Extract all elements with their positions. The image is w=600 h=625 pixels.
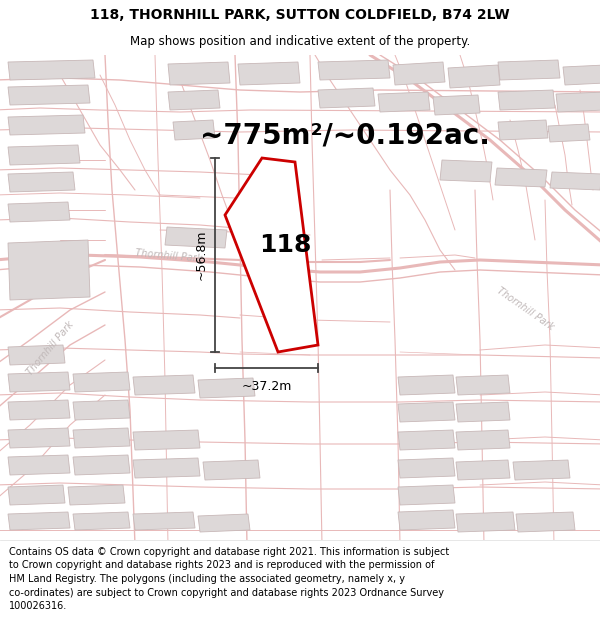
Polygon shape	[456, 460, 510, 480]
Text: Thornhill Park: Thornhill Park	[495, 285, 556, 332]
Polygon shape	[133, 430, 200, 450]
Text: 118: 118	[259, 233, 311, 257]
Polygon shape	[456, 402, 510, 422]
Polygon shape	[8, 400, 70, 420]
Text: Map shows position and indicative extent of the property.: Map shows position and indicative extent…	[130, 35, 470, 48]
Polygon shape	[318, 60, 390, 80]
Polygon shape	[168, 90, 220, 110]
Polygon shape	[8, 115, 85, 135]
Polygon shape	[513, 460, 570, 480]
Polygon shape	[198, 378, 255, 398]
Polygon shape	[238, 62, 300, 85]
Polygon shape	[378, 92, 430, 112]
Polygon shape	[68, 485, 125, 505]
Polygon shape	[498, 60, 560, 80]
Text: ~775m²/~0.192ac.: ~775m²/~0.192ac.	[200, 121, 490, 149]
Polygon shape	[133, 512, 195, 530]
Polygon shape	[8, 145, 80, 165]
Polygon shape	[563, 65, 600, 85]
Polygon shape	[8, 428, 70, 448]
Polygon shape	[203, 460, 260, 480]
Polygon shape	[448, 65, 500, 88]
Polygon shape	[240, 233, 302, 252]
Polygon shape	[433, 95, 480, 115]
Polygon shape	[168, 62, 230, 85]
Polygon shape	[398, 402, 455, 422]
Polygon shape	[498, 120, 548, 140]
Text: Contains OS data © Crown copyright and database right 2021. This information is : Contains OS data © Crown copyright and d…	[9, 547, 449, 611]
Polygon shape	[73, 428, 130, 448]
Polygon shape	[225, 158, 318, 352]
Polygon shape	[165, 227, 227, 248]
Polygon shape	[8, 455, 70, 475]
Polygon shape	[245, 203, 297, 222]
Text: 118, THORNHILL PARK, SUTTON COLDFIELD, B74 2LW: 118, THORNHILL PARK, SUTTON COLDFIELD, B…	[90, 8, 510, 22]
Polygon shape	[8, 172, 75, 192]
Polygon shape	[133, 375, 195, 395]
Text: ~37.2m: ~37.2m	[241, 379, 292, 392]
Polygon shape	[8, 85, 90, 105]
Polygon shape	[8, 240, 90, 300]
Polygon shape	[8, 202, 70, 222]
Polygon shape	[456, 512, 515, 532]
Polygon shape	[398, 375, 455, 395]
Polygon shape	[73, 512, 130, 530]
Text: Thornhill Park: Thornhill Park	[135, 248, 203, 264]
Text: Thornhill Park: Thornhill Park	[25, 319, 76, 377]
Polygon shape	[440, 160, 492, 182]
Polygon shape	[398, 430, 455, 450]
Polygon shape	[73, 455, 130, 475]
Text: ~56.8m: ~56.8m	[194, 230, 208, 280]
Polygon shape	[8, 512, 70, 530]
Polygon shape	[198, 514, 250, 532]
Polygon shape	[548, 124, 590, 142]
Polygon shape	[8, 60, 95, 80]
Polygon shape	[398, 458, 455, 478]
Polygon shape	[456, 430, 510, 450]
Polygon shape	[516, 512, 575, 532]
Polygon shape	[8, 345, 65, 365]
Polygon shape	[133, 458, 200, 478]
Polygon shape	[495, 168, 547, 187]
Polygon shape	[318, 88, 375, 108]
Polygon shape	[550, 172, 600, 190]
Polygon shape	[73, 400, 130, 420]
Polygon shape	[498, 90, 555, 110]
Polygon shape	[73, 372, 130, 392]
Polygon shape	[173, 120, 215, 140]
Polygon shape	[456, 375, 510, 395]
Polygon shape	[398, 485, 455, 505]
Polygon shape	[8, 485, 65, 505]
Polygon shape	[556, 92, 600, 112]
Polygon shape	[8, 372, 70, 392]
Polygon shape	[398, 510, 455, 530]
Polygon shape	[393, 62, 445, 85]
